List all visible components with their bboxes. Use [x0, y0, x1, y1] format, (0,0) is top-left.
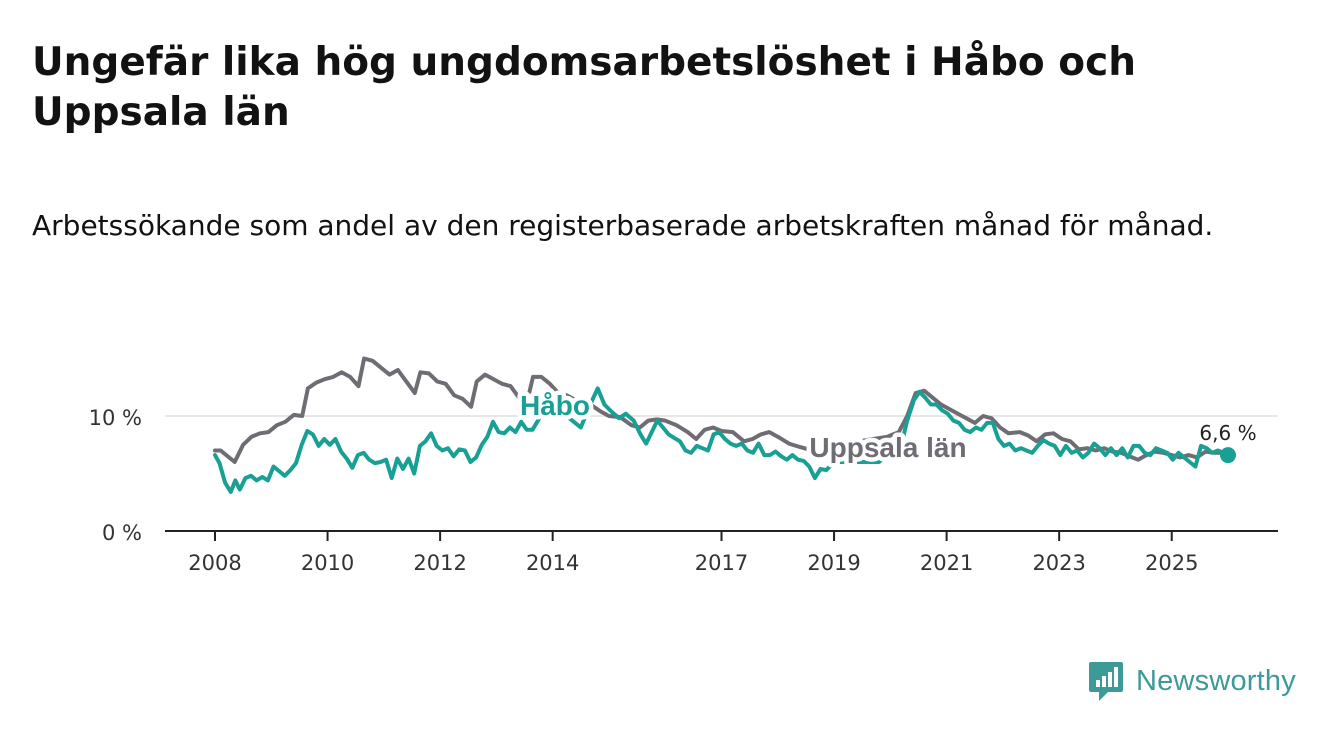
end-point-marker [1220, 447, 1236, 464]
end-value-label: 6,6 % [1199, 421, 1256, 445]
series-label-habo-halo: Håbo [520, 390, 590, 421]
x-tick-label: 2023 [1032, 551, 1085, 575]
series-label-habo: Håbo [520, 390, 590, 421]
x-tick-label: 2008 [188, 551, 241, 575]
series-lines [213, 356, 1230, 494]
chart-subtitle: Arbetssökande som andel av den registerb… [32, 209, 1214, 242]
y-axis-tick-labels: 0 % 10 % [89, 406, 142, 545]
brand: Newsworthy [1088, 660, 1296, 702]
brand-name: Newsworthy [1136, 664, 1296, 697]
x-tick-label: 2010 [301, 551, 354, 575]
chart-title: Ungefär lika hög ungdomsarbetslöshet i H… [32, 40, 1136, 135]
y-tick-label: 0 % [102, 521, 142, 545]
x-tick-label: 2012 [413, 551, 466, 575]
series-line-habo [213, 386, 1230, 494]
x-tick-label: 2014 [526, 551, 579, 575]
x-tick-label: 2019 [807, 551, 860, 575]
x-tick-label: 2017 [695, 551, 748, 575]
series-label-uppsala-lan: Uppsala län [809, 432, 966, 463]
y-tick-label: 10 % [89, 406, 142, 430]
x-tick-label: 2025 [1145, 551, 1198, 575]
series-line-uppsala-lan [213, 356, 1225, 464]
series-label-uppsala-lan-halo: Uppsala län [809, 432, 966, 463]
newsworthy-logo-icon [1089, 662, 1123, 701]
x-tick-label: 2021 [920, 551, 973, 575]
x-axis: 2008 2010 2012 2014 2017 2019 2021 2023 2025 [165, 530, 1278, 575]
